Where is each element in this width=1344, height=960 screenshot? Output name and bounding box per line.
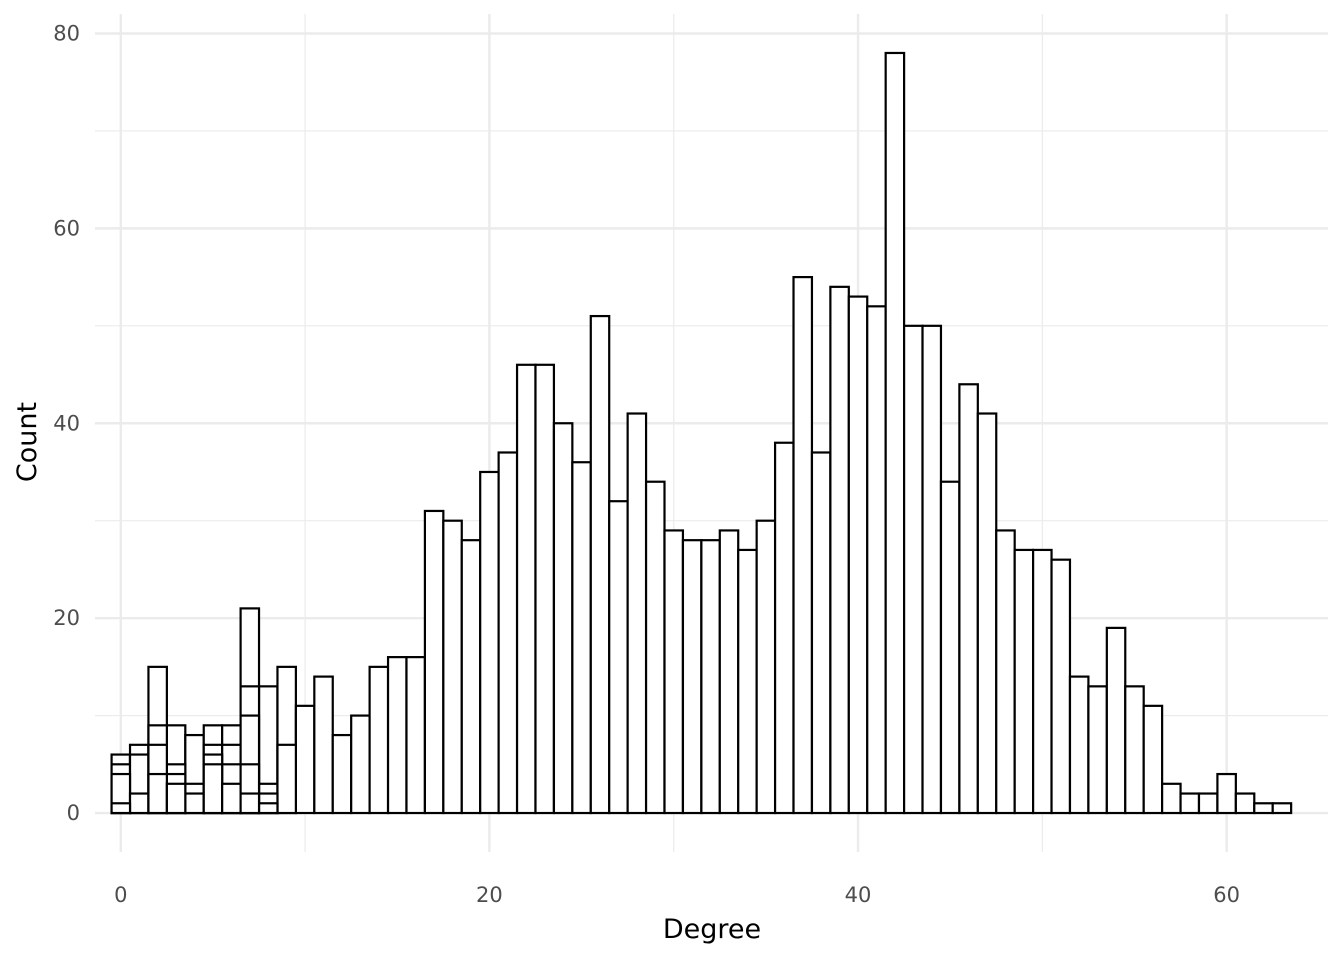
histogram-bar: [534, 363, 556, 815]
histogram-bar: [958, 383, 979, 815]
histogram-bar: [1271, 802, 1293, 815]
histogram-bar: [1105, 626, 1127, 815]
histogram-bar: [589, 314, 611, 815]
bars: [110, 51, 1293, 815]
y-tick-label: 80: [53, 21, 80, 45]
histogram-bar: [755, 519, 777, 815]
histogram-bar: [773, 441, 795, 815]
histogram-bar: [1216, 772, 1237, 815]
histogram-bar: [644, 480, 666, 815]
histogram-bar: [571, 461, 592, 815]
histogram-bar: [276, 743, 297, 815]
x-tick-label: 20: [476, 883, 503, 907]
x-axis-ticks: 0 20 40 60: [114, 883, 1240, 907]
x-tick-label: 0: [114, 883, 127, 907]
histogram-bar: [313, 675, 334, 815]
histogram-bar: [460, 539, 482, 815]
histogram-bar: [515, 363, 537, 815]
histogram-bar: [884, 51, 906, 815]
histogram-bar: [1068, 675, 1090, 815]
histogram-bar: [294, 704, 316, 815]
histogram-bar: [386, 656, 408, 815]
histogram-bar: [902, 324, 924, 815]
x-tick-label: 60: [1213, 883, 1240, 907]
histogram-bar: [626, 412, 648, 815]
histogram-bar: [350, 714, 371, 815]
histogram-bar: [995, 529, 1016, 815]
histogram-bar: [1124, 685, 1145, 815]
histogram-bar: [552, 422, 574, 815]
histogram-bar: [442, 519, 463, 815]
histogram-bar: [239, 792, 261, 815]
histogram-bar: [792, 275, 814, 815]
histogram-bar: [110, 802, 132, 815]
histogram-bar: [1013, 548, 1035, 815]
histogram-bar: [368, 665, 390, 815]
histogram-bar: [866, 305, 887, 815]
y-tick-label: 0: [67, 801, 80, 825]
y-tick-label: 20: [53, 606, 80, 630]
histogram-bar: [165, 782, 187, 815]
histogram-bar: [1253, 802, 1274, 815]
y-tick-label: 60: [53, 216, 80, 240]
histogram-bar: [1197, 792, 1219, 815]
histogram-bar: [1032, 548, 1053, 815]
histogram-bar: [608, 500, 629, 815]
y-axis-title: Count: [12, 402, 43, 482]
x-tick-label: 40: [845, 883, 872, 907]
histogram-bar: [257, 802, 279, 815]
histogram-bar: [405, 656, 427, 815]
histogram-bar: [663, 529, 685, 815]
histogram-bar: [331, 733, 353, 815]
histogram-bar: [128, 792, 150, 815]
histogram-bar: [1142, 704, 1164, 815]
histogram-bar: [939, 480, 961, 815]
histogram-bar: [737, 548, 758, 815]
histogram-bar: [497, 451, 519, 815]
histogram-bar: [921, 324, 943, 815]
histogram-bar: [423, 509, 445, 815]
histogram-bar: [1050, 558, 1072, 815]
histogram-bar: [829, 285, 850, 815]
histogram-bar: [681, 539, 703, 815]
histogram-bar: [221, 782, 242, 815]
histogram-bar: [810, 451, 832, 815]
histogram-bar: [202, 763, 224, 815]
histogram-bar: [1087, 685, 1108, 815]
histogram-bar: [1161, 782, 1182, 815]
histogram-bar: [184, 792, 205, 815]
y-axis-ticks: 0 20 40 60 80: [53, 21, 80, 825]
histogram-bar: [1179, 792, 1201, 815]
histogram-bar: [1234, 792, 1256, 815]
histogram-bar: [847, 295, 869, 815]
histogram-bar: [718, 529, 740, 815]
x-axis-title: Degree: [663, 914, 761, 945]
histogram-bar: [479, 470, 500, 815]
y-tick-label: 40: [53, 411, 80, 435]
histogram-bar: [976, 412, 998, 815]
histogram-bar: [700, 539, 721, 815]
histogram-bar: [147, 772, 168, 815]
